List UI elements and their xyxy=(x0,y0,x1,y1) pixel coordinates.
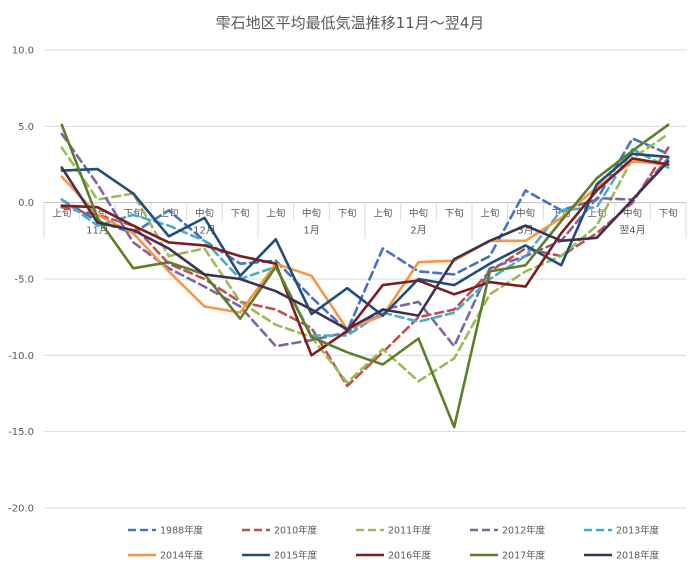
legend-label: 2017年度 xyxy=(502,550,546,562)
legend: 1988年度 2010年度 2011年度 2012年度 2013年度 2014年度 2015… xyxy=(128,525,660,562)
month-label: 2月 xyxy=(410,225,426,237)
x-tick-label: 中旬 xyxy=(302,208,321,220)
x-tick-label: 下旬 xyxy=(338,208,357,220)
legend-label: 2010年度 xyxy=(274,525,318,537)
x-tick-label: 中旬 xyxy=(409,208,428,220)
series-line-2018年度 xyxy=(60,160,670,331)
x-tick-label: 上旬 xyxy=(587,208,606,220)
legend-label: 2015年度 xyxy=(274,550,318,562)
y-tick-label: -15.0 xyxy=(8,427,34,438)
y-tick-label: 5.0 xyxy=(18,122,34,133)
series-line-2015年度 xyxy=(60,152,670,317)
x-tick-label: 下旬 xyxy=(445,208,464,220)
legend-label: 2011年度 xyxy=(388,525,432,537)
legend-label: 2018年度 xyxy=(616,550,660,562)
x-tick-label: 上旬 xyxy=(266,208,285,220)
y-tick-label: 0.0 xyxy=(18,198,34,209)
series-lines xyxy=(60,123,670,429)
x-tick-label: 上旬 xyxy=(159,208,178,220)
x-tick-label: 中旬 xyxy=(195,208,214,220)
y-tick-label: -20.0 xyxy=(8,504,34,515)
series-line-2010年度 xyxy=(60,146,670,388)
series-line-2012年度 xyxy=(60,132,670,348)
x-tick-label: 上旬 xyxy=(373,208,392,220)
axes: 10.0 5.0 0.0 -5.0 -10.0 -15.0 -20.0 上旬 中旬 下旬 上旬 中旬 下… xyxy=(8,46,687,515)
legend-label: 2012年度 xyxy=(502,525,546,537)
series-line-2011年度 xyxy=(60,132,670,385)
series-line-2013年度 xyxy=(60,147,670,337)
x-tick-label: 上旬 xyxy=(52,208,71,220)
y-tick-label: 10.0 xyxy=(12,46,34,57)
legend-label: 1988年度 xyxy=(160,525,204,537)
gridlines xyxy=(44,49,686,509)
month-label: 1月 xyxy=(303,225,319,237)
series-line-2017年度 xyxy=(60,123,670,429)
x-tick-label: 中旬 xyxy=(623,208,642,220)
series-line-2016年度 xyxy=(60,157,670,357)
y-tick-label: -10.0 xyxy=(8,351,34,362)
y-tick-label: -5.0 xyxy=(14,275,34,286)
legend-label: 2013年度 xyxy=(616,525,660,537)
x-tick-label: 下旬 xyxy=(231,208,250,220)
legend-label: 2016年度 xyxy=(388,550,432,562)
month-label: 翌4月 xyxy=(619,225,645,237)
legend-label: 2014年度 xyxy=(160,550,204,562)
x-tick-label: 中旬 xyxy=(516,208,535,220)
x-tick-label: 下旬 xyxy=(659,208,678,220)
x-tick-label: 上旬 xyxy=(480,208,499,220)
chart-title: 雫石地区平均最低気温推移11月～翌4月 xyxy=(216,14,485,32)
